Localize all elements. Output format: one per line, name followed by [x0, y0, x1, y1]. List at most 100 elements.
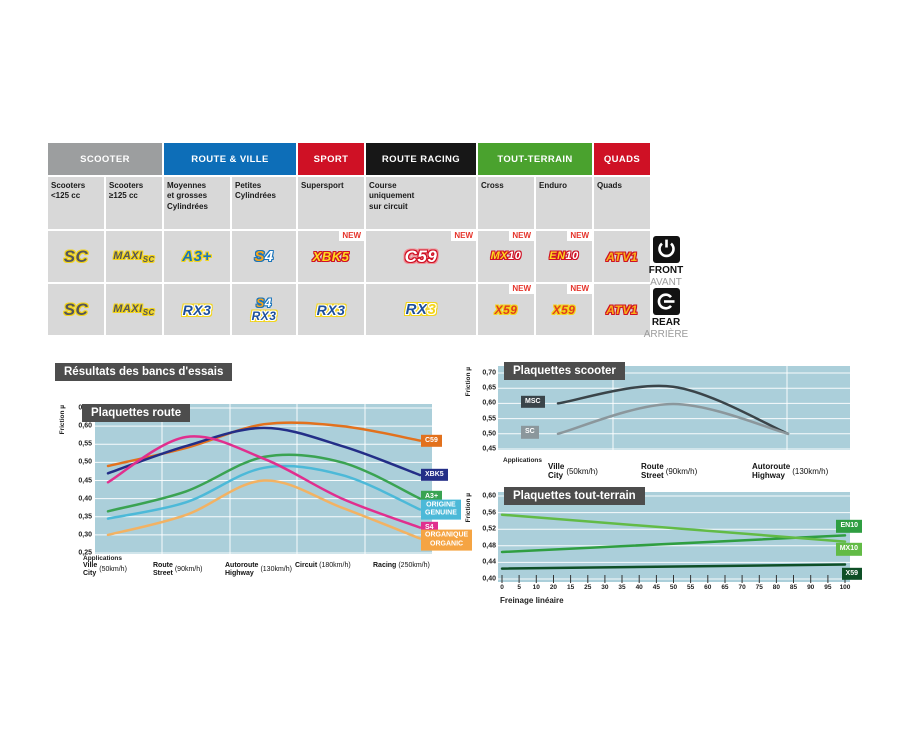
product-cell-rear-4: RX3 — [298, 284, 364, 335]
subheader-enduro: Enduro — [536, 177, 592, 229]
product-cell-front-0: SC — [48, 231, 104, 282]
chart-route-x-category-circuit: Circuit (180km/h) — [295, 562, 351, 570]
badge-maxisc: MAXISC — [113, 250, 155, 264]
product-cell-front-6: MX10 NEW — [478, 230, 534, 282]
chart-tt-ytick: 0,60 — [482, 492, 496, 500]
chart-scooter-ytick: 0,60 — [482, 399, 496, 407]
new-badge: NEW — [451, 230, 476, 241]
product-cell-front-3: S4 — [232, 231, 296, 282]
product-cell-rear-0: SC — [48, 284, 104, 335]
subheader-supersport: Supersport — [298, 177, 364, 229]
chart-tt-ytick: 0,52 — [482, 525, 496, 533]
chart-tt-xtick-label: 65 — [721, 584, 729, 591]
badge-xbk5: XBK5 — [312, 249, 350, 264]
rear-label-en: REAR — [651, 317, 681, 328]
product-cell-front-4: XBK5 NEW — [298, 230, 364, 282]
subheader-quads: Quads — [594, 177, 650, 229]
badge-rx3: RX3 — [316, 301, 346, 318]
new-badge: NEW — [567, 230, 592, 241]
product-cell-front-1: MAXISC — [106, 231, 162, 282]
chart-route-ytick: 0,25 — [78, 549, 92, 557]
series-label-x59: X59 — [841, 567, 862, 581]
chart-tt-xtick-label: 75 — [755, 584, 763, 591]
section-title: Résultats des bancs d'essais — [55, 363, 233, 381]
chart-route-ytick: 0,30 — [78, 531, 92, 539]
subheader-petites: Petites Cylindrées — [232, 177, 296, 229]
chart-scooter-x-note: Applications — [503, 457, 543, 464]
chart-tt-xtick-label: 5 — [517, 584, 521, 591]
new-badge: NEW — [509, 283, 534, 294]
chart-tt-xtick-label: 45 — [652, 584, 660, 591]
header-scooter: SCOOTER — [48, 143, 162, 175]
chart-tt-ytick: 0,56 — [482, 509, 496, 517]
chart-tt-ytick: 0,44 — [482, 558, 496, 566]
badge-atv1: ATV1 — [606, 249, 638, 264]
new-badge: NEW — [509, 230, 534, 241]
chart-tt-xtick-label: 80 — [772, 584, 781, 591]
chart-route-ytick: 0,60 — [78, 422, 92, 430]
chart-route-x-category-autoroute: Autoroute Highway (130km/h) — [225, 562, 292, 577]
front-label-fr: AVANT — [650, 277, 682, 288]
chart-scooter-y-axis-label: Friction µ — [465, 367, 472, 397]
chart-scooter-x-category-route: Route Street (90km/h) — [641, 462, 698, 480]
badge-rx3: RX3 — [182, 301, 212, 318]
chart-route-ytick: 0,55 — [78, 440, 92, 448]
chart-tt-xtick-label: 10 — [532, 584, 540, 591]
badge-rx3-racing: RX3 — [405, 301, 437, 318]
series-label-xbk5: XBK5 — [421, 468, 448, 482]
subheader-scooters: Scooters <125 cc — [48, 177, 104, 229]
product-cell-front-8: ATV1 — [594, 231, 650, 282]
chart-tt-xtick-label: 0 — [500, 584, 504, 591]
chart-tt-plot-area — [498, 492, 850, 582]
header-sport: SPORT — [298, 143, 364, 175]
chart-scooter-ytick: 0,65 — [482, 384, 496, 392]
chart-tt-xtick-label: 60 — [704, 584, 712, 591]
product-cell-front-5: C59 NEW — [366, 230, 476, 282]
chart-tt-xtick-label: 25 — [584, 584, 592, 591]
badge-atv1: ATV1 — [606, 302, 638, 317]
chart-route-x-category-route: Route Street (90km/h) — [153, 562, 203, 577]
badge-c59: C59 — [404, 247, 438, 266]
badge-x59: X59 — [494, 302, 518, 317]
series-label-origine-genuine: ORIGINE GENUINE — [421, 499, 461, 520]
product-cell-rear-3: S4 RX3 — [232, 284, 296, 335]
product-cell-front-7: EN10 NEW — [536, 230, 592, 282]
chart-tt-xtick-label: 85 — [789, 584, 798, 591]
header-quads: QUADS — [594, 143, 650, 175]
subheader-moyennes: Moyennes et grosses Cylindrées — [164, 177, 230, 229]
chart-tt-xtick-label: 95 — [824, 584, 832, 591]
front-marker: FRONT AVANT — [638, 236, 694, 288]
chart-tt-y-axis-label: Friction µ — [465, 493, 472, 523]
rear-brake-disc-icon — [652, 288, 680, 315]
chart-tt-xtick-label: 40 — [635, 584, 643, 591]
product-cell-rear-7: X59 NEW — [536, 283, 592, 335]
header-tout-terrain: TOUT-TERRAIN — [478, 143, 592, 175]
chart-tt-xtick-label: 70 — [738, 584, 746, 591]
chart-tt-x-axis-label: Freinage linéaire — [500, 596, 564, 605]
subheader-cross: Cross — [478, 177, 534, 229]
badge-sc: SC — [63, 300, 89, 319]
badge-sc: SC — [63, 247, 89, 266]
badge-rx3: RX3 — [251, 309, 277, 323]
new-badge: NEW — [339, 230, 364, 241]
front-brake-disc-icon — [652, 236, 680, 263]
series-label-organique-organic: ORGANIQUE ORGANIC — [421, 529, 473, 551]
chart-title-scooter: Plaquettes scooter — [504, 362, 625, 380]
product-cell-rear-2: RX3 — [164, 284, 230, 335]
chart-scooter-ytick: 0,55 — [482, 415, 496, 423]
product-cell-rear-8: ATV1 — [594, 284, 650, 335]
chart-tt-xtick-label: 35 — [618, 584, 626, 591]
product-cell-rear-6: X59 NEW — [478, 283, 534, 335]
chart-route-ytick: 0,50 — [78, 458, 92, 466]
chart-title-route: Plaquettes route — [82, 404, 191, 422]
subheader-course: Course uniquement sur circuit — [366, 177, 476, 229]
badge-s4: S4 — [256, 296, 272, 310]
chart-tt-xtick-label: 100 — [839, 584, 851, 591]
series-label-msc: MSC — [521, 395, 545, 409]
badge-en10: EN10 — [549, 250, 579, 262]
badge-s4: S4 — [254, 248, 274, 265]
chart-tt-xtick-label: 20 — [549, 584, 558, 591]
chart-route-ytick: 0,35 — [78, 513, 92, 521]
front-label-en: FRONT — [648, 265, 684, 276]
chart-tt-xtick-label: 55 — [687, 584, 695, 591]
